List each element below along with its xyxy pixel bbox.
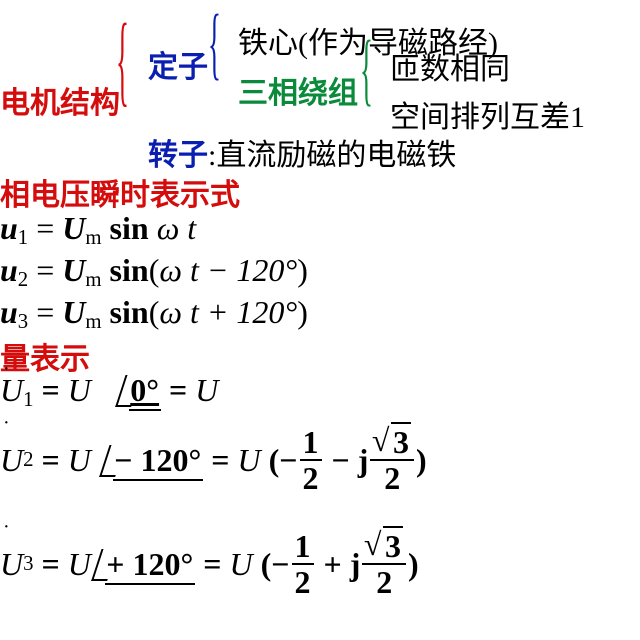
tree-winding-turns: 匝数相同 [390, 44, 510, 88]
tree-rotor-label: 转子 [148, 139, 208, 172]
tree-three-phase-winding: 三相绕组 [238, 68, 358, 112]
eq-u2: u2 = Um sin(ω t − 120°) [0, 252, 308, 292]
sectionA-title: 相电压瞬时表示式 [0, 170, 240, 214]
brace-root: { [116, 12, 129, 114]
tree-rotor-line: 转子:直流励磁的电磁铁 [148, 130, 456, 174]
brace-winding: { [360, 31, 373, 112]
eq-phasor-U2: U2 = U − 120° = U ( − 1 2 − j 3 2 ) [0, 426, 427, 494]
eq-phasor-U1: U1 = U 0° = U [0, 372, 218, 412]
eq-u3: u3 = Um sin(ω t + 120°) [0, 294, 308, 334]
tree-rotor-text: :直流励磁的电磁铁 [208, 139, 456, 172]
tree-root: 电机结构 [0, 78, 120, 122]
tree-stator: 定子 [148, 42, 208, 86]
eq-u1: u1 = Um sin ω t [0, 210, 196, 250]
eq-phasor-U3: U3 = U + 120° = U ( − 1 2 + j 3 2 ) [0, 530, 419, 598]
brace-stator: { [208, 5, 221, 86]
